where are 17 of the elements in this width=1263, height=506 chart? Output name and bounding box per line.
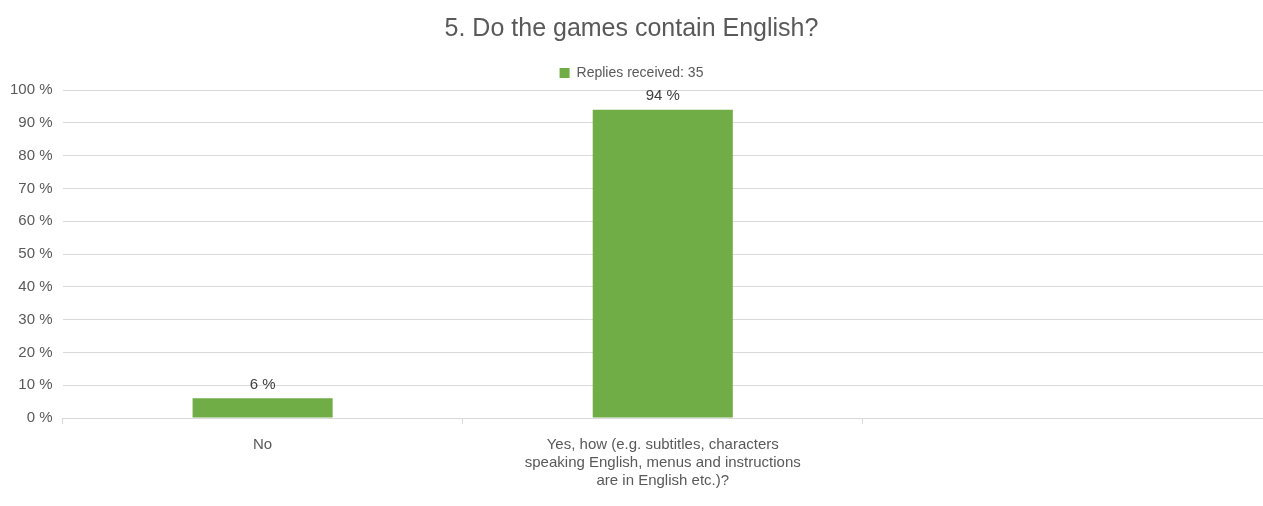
y-tick-label: 90 % xyxy=(18,112,53,130)
y-tick-label: 40 % xyxy=(18,276,53,294)
y-tick-label: 100 % xyxy=(9,80,53,98)
x-tick-label: No xyxy=(253,435,273,453)
y-tick-label: 30 % xyxy=(18,309,53,327)
data-label: 94 % xyxy=(645,86,680,104)
y-tick-label: 0 % xyxy=(26,408,53,426)
data-label: 6 % xyxy=(249,374,276,392)
y-tick-label: 20 % xyxy=(18,342,53,360)
y-tick-label: 80 % xyxy=(18,145,53,163)
legend-label: Replies received: 35 xyxy=(576,63,704,80)
y-tick-label: 10 % xyxy=(18,375,53,393)
x-tick-label: Yes, how (e.g. subtitles, characters speaking English, menus and instructions are in English etc.)? xyxy=(524,435,801,489)
y-tick-label: 50 % xyxy=(18,244,53,262)
chart-title: 5. Do the games contain English? xyxy=(444,12,819,41)
y-tick-label: 70 % xyxy=(18,178,53,196)
y-tick-label: 60 % xyxy=(18,211,53,229)
